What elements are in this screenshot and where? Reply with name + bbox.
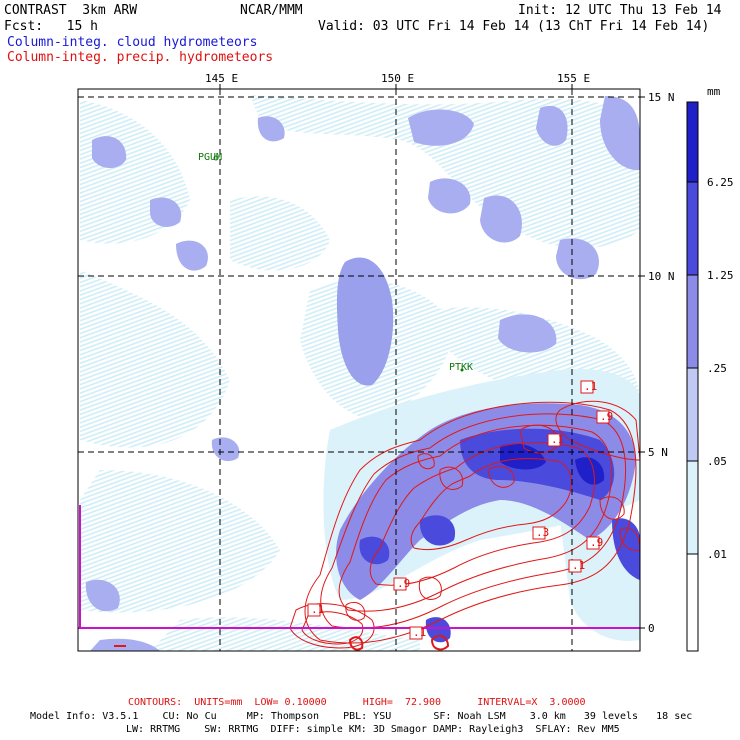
org-label: NCAR/MMM	[240, 3, 303, 18]
colorbar-level-0-05: .05	[707, 455, 727, 468]
valid-time: Valid: 03 UTC Fri 14 Feb 14 (13 ChT Fri …	[318, 19, 710, 34]
colorbar-level-0-25: .25	[707, 362, 727, 375]
cloud-shading-layer	[80, 95, 640, 651]
contour-label: .1	[584, 380, 598, 393]
model-info-line2: LW: RRTMG SW: RRTMG DIFF: simple KM: 3D …	[126, 724, 620, 735]
lon-label-145: 145 E	[205, 72, 239, 85]
field-precip-label: Column-integ. precip. hydrometeors	[7, 50, 274, 65]
colorbar-unit: mm	[707, 85, 721, 98]
contour-label: .9	[397, 577, 411, 590]
contour-label-boxes	[307, 380, 610, 640]
station-label-ptkk: PTKK	[449, 362, 474, 373]
lat-label-10n: 10 N	[648, 270, 675, 283]
field-cloud-label: Column-integ. cloud hydrometeors	[7, 35, 258, 50]
colorbar-level-1-25: 1.25	[707, 269, 734, 282]
lat-label-5n: 5 N	[648, 446, 668, 459]
model-title: CONTRAST 3km ARW	[4, 3, 138, 18]
contour-label: .1	[413, 626, 427, 639]
map-frame	[77, 88, 641, 652]
contour-label: .9	[590, 536, 604, 549]
colorbar-level-0-01: .01	[707, 548, 727, 561]
contours-info: CONTOURS: UNITS=mm LOW= 0.10000 HIGH= 72…	[128, 697, 586, 708]
precip-contours	[289, 400, 640, 649]
contour-label: .1	[572, 559, 586, 572]
contour-label: .1	[311, 603, 325, 616]
contour-label: .1	[551, 433, 565, 446]
init-time: Init: 12 UTC Thu 13 Feb 14	[518, 3, 722, 18]
station-marker-pgum	[213, 155, 219, 161]
forecast-hour: Fcst: 15 h	[4, 19, 98, 34]
station-marker-ptkk	[460, 368, 464, 372]
lon-label-155: 155 E	[557, 72, 591, 85]
model-info-line1: Model Info: V3.5.1 CU: No Cu MP: Thompso…	[30, 711, 693, 722]
lon-label-150: 150 E	[381, 72, 415, 85]
lat-label-0: 0	[648, 622, 655, 635]
station-label-pgum: PGUM	[198, 152, 223, 163]
contour-label: .9	[600, 410, 614, 423]
colorbar-level-6-25: 6.25	[707, 176, 734, 189]
contour-label: .3	[536, 526, 550, 539]
lat-label-15n: 15 N	[648, 91, 675, 104]
colorbar	[686, 101, 699, 652]
